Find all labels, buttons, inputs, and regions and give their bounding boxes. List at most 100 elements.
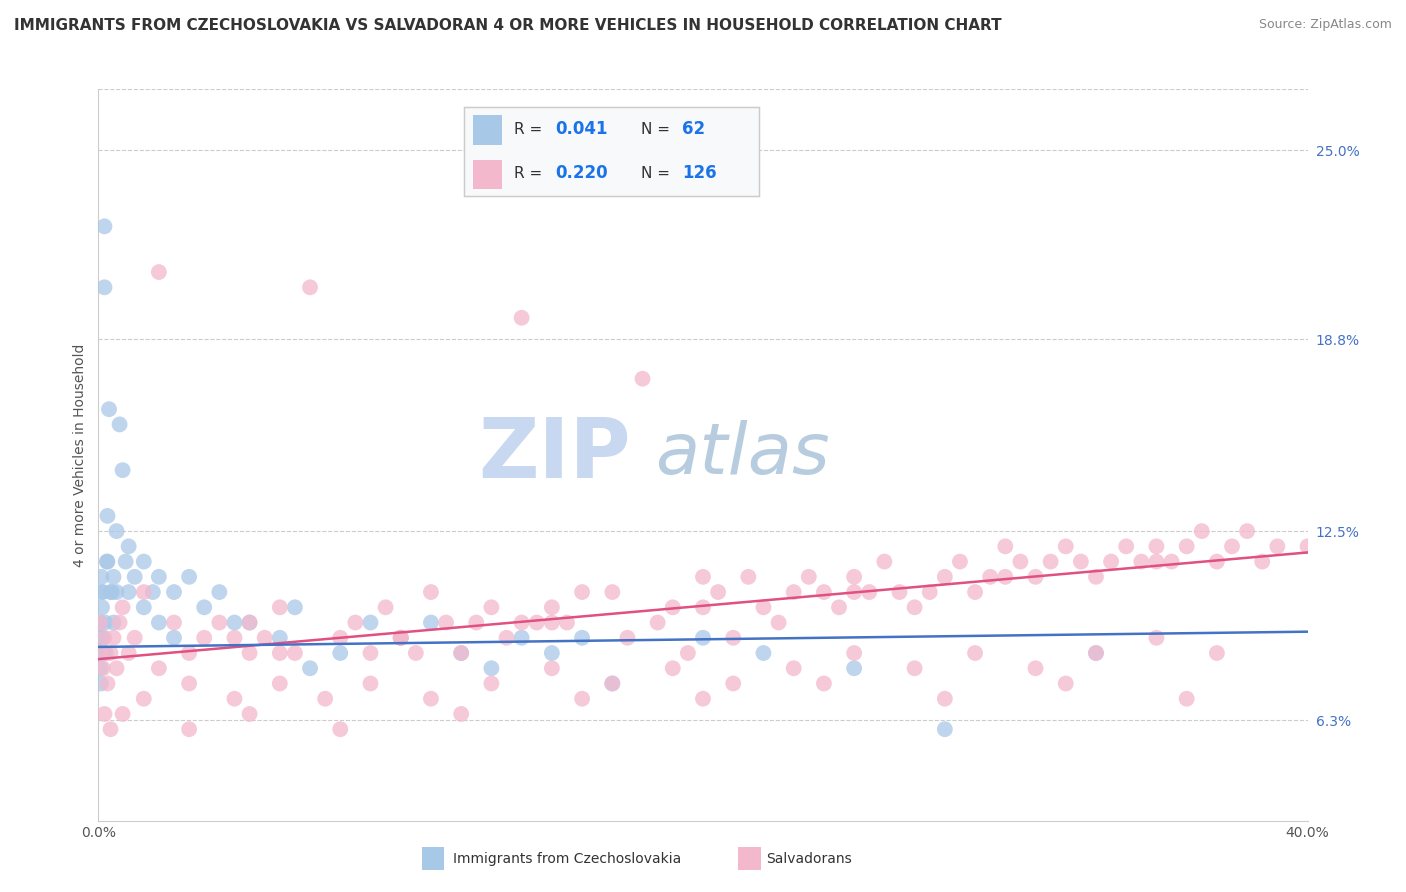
Point bbox=[91, 661, 114, 675]
Point bbox=[269, 646, 291, 660]
Point bbox=[965, 585, 987, 599]
Point bbox=[224, 691, 246, 706]
Point bbox=[90, 570, 112, 584]
Point bbox=[1160, 555, 1182, 569]
Point bbox=[797, 570, 820, 584]
Point bbox=[526, 615, 548, 630]
Point bbox=[889, 585, 911, 599]
Point bbox=[571, 631, 593, 645]
Point bbox=[1175, 539, 1198, 553]
Point bbox=[148, 615, 170, 630]
Point bbox=[602, 676, 624, 690]
Point bbox=[571, 585, 593, 599]
Point bbox=[510, 615, 533, 630]
Point bbox=[96, 555, 118, 569]
Point bbox=[934, 691, 956, 706]
Point bbox=[1206, 555, 1229, 569]
Point bbox=[91, 600, 114, 615]
Point bbox=[540, 600, 562, 615]
Point bbox=[90, 676, 112, 690]
Point bbox=[90, 661, 112, 675]
Point bbox=[389, 631, 412, 645]
Point bbox=[93, 706, 115, 721]
Text: Source: ZipAtlas.com: Source: ZipAtlas.com bbox=[1258, 18, 1392, 31]
Point bbox=[723, 631, 745, 645]
Point bbox=[89, 646, 111, 660]
Point bbox=[91, 585, 114, 599]
Point bbox=[329, 631, 352, 645]
Point bbox=[344, 615, 367, 630]
Point bbox=[768, 615, 790, 630]
Point bbox=[1146, 539, 1168, 553]
Point bbox=[1024, 661, 1046, 675]
Point bbox=[450, 706, 472, 721]
Point bbox=[389, 631, 412, 645]
Point bbox=[193, 631, 215, 645]
Text: ZIP: ZIP bbox=[478, 415, 630, 495]
Point bbox=[828, 600, 851, 615]
Point bbox=[465, 615, 488, 630]
Point bbox=[692, 631, 714, 645]
Point bbox=[93, 280, 115, 294]
Point bbox=[752, 646, 775, 660]
Point bbox=[904, 661, 927, 675]
Point bbox=[360, 676, 382, 690]
Point bbox=[101, 585, 124, 599]
Point bbox=[510, 310, 533, 325]
Point bbox=[965, 646, 987, 660]
Point bbox=[299, 661, 322, 675]
Point bbox=[420, 585, 443, 599]
Point bbox=[93, 646, 115, 660]
Point bbox=[239, 615, 262, 630]
Point bbox=[1010, 555, 1032, 569]
Point bbox=[420, 691, 443, 706]
Point bbox=[98, 402, 121, 417]
Point bbox=[89, 615, 111, 630]
Point bbox=[555, 615, 578, 630]
Text: IMMIGRANTS FROM CZECHOSLOVAKIA VS SALVADORAN 4 OR MORE VEHICLES IN HOUSEHOLD COR: IMMIGRANTS FROM CZECHOSLOVAKIA VS SALVAD… bbox=[14, 18, 1001, 33]
Point bbox=[737, 570, 759, 584]
Point bbox=[1220, 539, 1243, 553]
Point bbox=[224, 615, 246, 630]
Point bbox=[495, 631, 517, 645]
Point bbox=[813, 676, 835, 690]
Point bbox=[934, 570, 956, 584]
Text: 62: 62 bbox=[682, 120, 706, 138]
Point bbox=[434, 615, 457, 630]
Point bbox=[616, 631, 638, 645]
Point bbox=[94, 646, 117, 660]
Text: R =: R = bbox=[515, 122, 547, 136]
Point bbox=[1267, 539, 1289, 553]
Point bbox=[389, 631, 412, 645]
Point bbox=[1296, 539, 1319, 553]
Point bbox=[179, 676, 201, 690]
Point bbox=[118, 646, 141, 660]
Point bbox=[111, 600, 134, 615]
Point bbox=[90, 585, 112, 599]
Point bbox=[389, 631, 412, 645]
Point bbox=[904, 600, 927, 615]
Point bbox=[707, 585, 730, 599]
Point bbox=[1175, 691, 1198, 706]
Point bbox=[93, 219, 115, 234]
Point bbox=[540, 615, 562, 630]
Point bbox=[979, 570, 1001, 584]
Point bbox=[405, 646, 427, 660]
Point bbox=[118, 585, 141, 599]
Point bbox=[692, 691, 714, 706]
Point bbox=[934, 723, 956, 737]
Point bbox=[253, 631, 276, 645]
Point bbox=[1206, 646, 1229, 660]
Point bbox=[111, 706, 134, 721]
Point bbox=[91, 631, 114, 645]
Text: 126: 126 bbox=[682, 164, 717, 182]
Point bbox=[103, 631, 125, 645]
Point bbox=[148, 265, 170, 279]
Point bbox=[103, 615, 125, 630]
Point bbox=[314, 691, 336, 706]
Point bbox=[844, 585, 866, 599]
Text: Salvadorans: Salvadorans bbox=[766, 852, 852, 866]
Point bbox=[510, 631, 533, 645]
Point bbox=[692, 600, 714, 615]
Point bbox=[108, 615, 131, 630]
